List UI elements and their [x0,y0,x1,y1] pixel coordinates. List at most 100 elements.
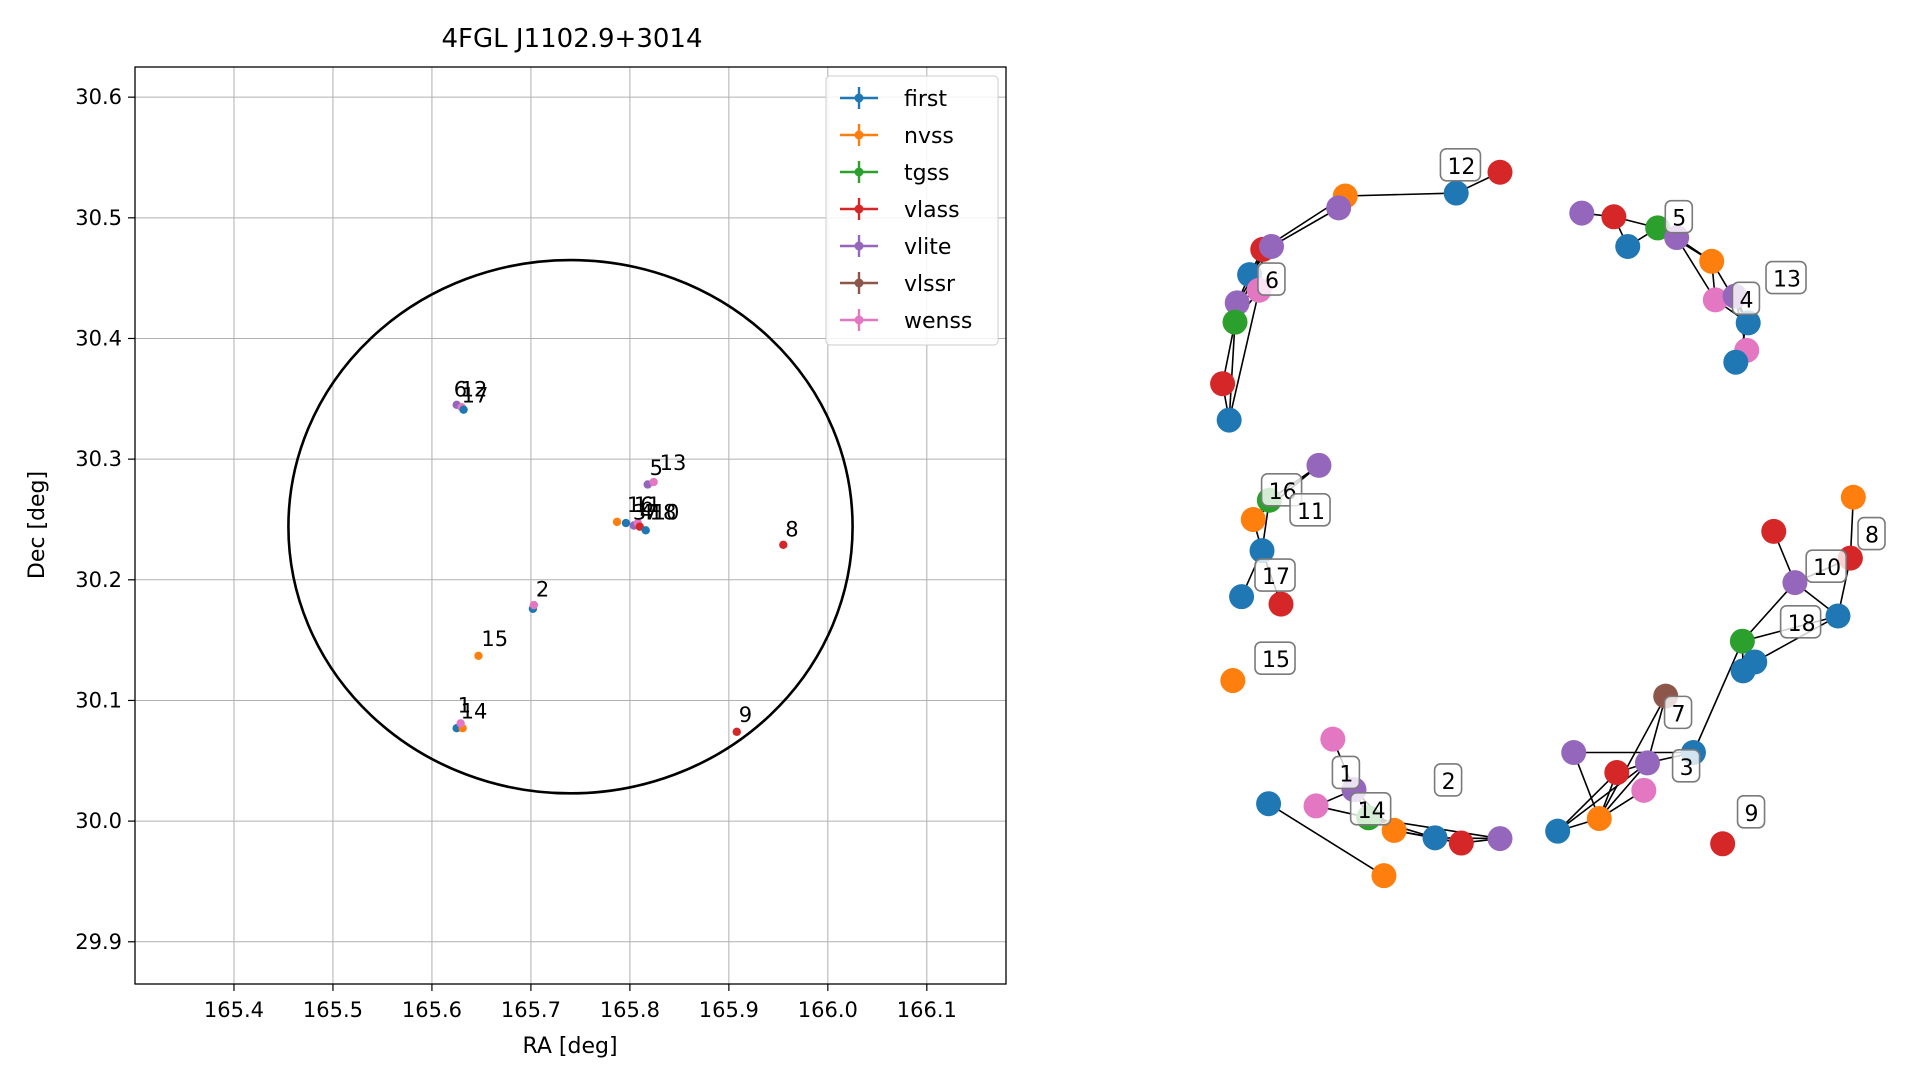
legend: first nvss tgss vlass vlite vlssr wenss [825,75,999,346]
network-label: 5 [1664,199,1694,234]
network-node [1601,204,1627,230]
legend-label: tgss [904,161,950,186]
network-label: 2 [1433,763,1463,797]
legend-box [825,75,999,346]
network-node [1303,793,1329,819]
legend-label: nvss [904,124,954,149]
network-edge [1228,322,1236,421]
network-label-text: 5 [1672,207,1686,232]
network-label-box [1289,493,1331,527]
legend-label: vlass [904,198,960,223]
network-node [1210,371,1236,397]
source-label: 16 [627,493,654,517]
network-node [1615,233,1641,259]
network-label-text: 4 [1739,288,1753,313]
network-node [1604,760,1630,786]
source-point-wenss [529,600,539,610]
network-label-box [1349,792,1392,826]
source-point-first [459,405,468,414]
legend-entry-first: first [840,87,947,112]
y-tick-label: 30.0 [75,809,122,833]
network-node [1561,740,1587,766]
ellipse-outline [287,258,854,795]
network-label-text: 10 [1813,556,1841,581]
network-edge [1268,803,1385,877]
network-node [1222,309,1248,335]
legend-entry-vlite: vlite [840,235,951,260]
chart-title: 4FGL J1102.9+3014 [442,24,703,54]
network-edge [1557,771,1618,832]
y-tick-label: 30.2 [75,568,122,592]
source-label: 17 [462,383,489,407]
source-label: 15 [481,627,508,651]
network-node [1422,825,1448,851]
network-label: 12 [1439,147,1482,182]
source-label: 11 [634,493,661,517]
network-node [1320,726,1346,752]
network-node [1259,233,1285,259]
network-node [1487,159,1513,185]
network-label-box [1731,281,1761,316]
x-tick-label: 165.8 [600,998,660,1022]
legend-entry-nvss: nvss [840,124,954,149]
network-node [1256,791,1282,817]
network-edge [1692,640,1744,753]
legend-marker-dot [854,130,864,140]
legend-label: wenss [904,309,972,334]
legend-entry-vlass: vlass [840,198,960,223]
source-label: 13 [660,451,687,475]
source-label: 4 [640,500,653,524]
source-point-wenss [649,477,658,487]
network-label: 18 [1779,605,1822,639]
network-node [1645,215,1671,241]
network-node [1723,349,1749,375]
network-label-text: 9 [1745,802,1759,827]
plot-frame [134,66,1007,985]
network-node [1782,570,1808,596]
network-label-text: 13 [1773,268,1801,293]
network-label-text: 12 [1447,155,1475,180]
network-label: 6 [1257,262,1286,296]
network-edge [1741,582,1796,642]
network-label-text: 3 [1680,756,1694,781]
network-node [1545,818,1571,844]
network-node [1326,195,1352,221]
network-label-text: 2 [1442,770,1456,795]
network-node [1699,248,1725,274]
network-label-text: 1 [1339,762,1353,787]
source-label: 18 [650,500,677,524]
network-label-box [1254,558,1296,592]
network-label-box [1663,695,1693,730]
network-label: 11 [1289,493,1331,527]
network-label: 4 [1731,281,1761,316]
source-point-nvss [474,651,483,661]
y-tick-label: 30.4 [75,326,122,350]
network-label-box [1664,199,1694,234]
network-node [1216,407,1242,433]
source-points [452,400,788,737]
source-point-nvss [612,517,622,527]
network-label: 14 [1349,792,1392,826]
source-point-vlass [732,727,741,737]
network-edge [1271,207,1340,248]
network-edge [1598,695,1667,819]
source-point-first [621,518,631,528]
source-label: 7 [645,500,658,524]
x-tick-label: 165.7 [501,998,561,1022]
network-node [1229,584,1255,610]
x-axis-ticks: 165.4 165.5 165.6 165.7 165.8 165.9 166.0 166.1 [204,984,957,1022]
network-label-text: 6 [1265,269,1279,294]
legend-entry-vlssr: vlssr [840,272,956,297]
network-label: 8 [1857,516,1886,551]
network-edge [1557,762,1648,832]
network-node [1634,750,1660,776]
network-label-box [1805,549,1847,583]
network-label-box [1736,794,1766,829]
network-label-text: 14 [1358,799,1386,824]
network-label-box [1257,262,1286,296]
legend-marker-dot [854,241,864,251]
x-axis-label: RA [deg] [522,1034,617,1059]
